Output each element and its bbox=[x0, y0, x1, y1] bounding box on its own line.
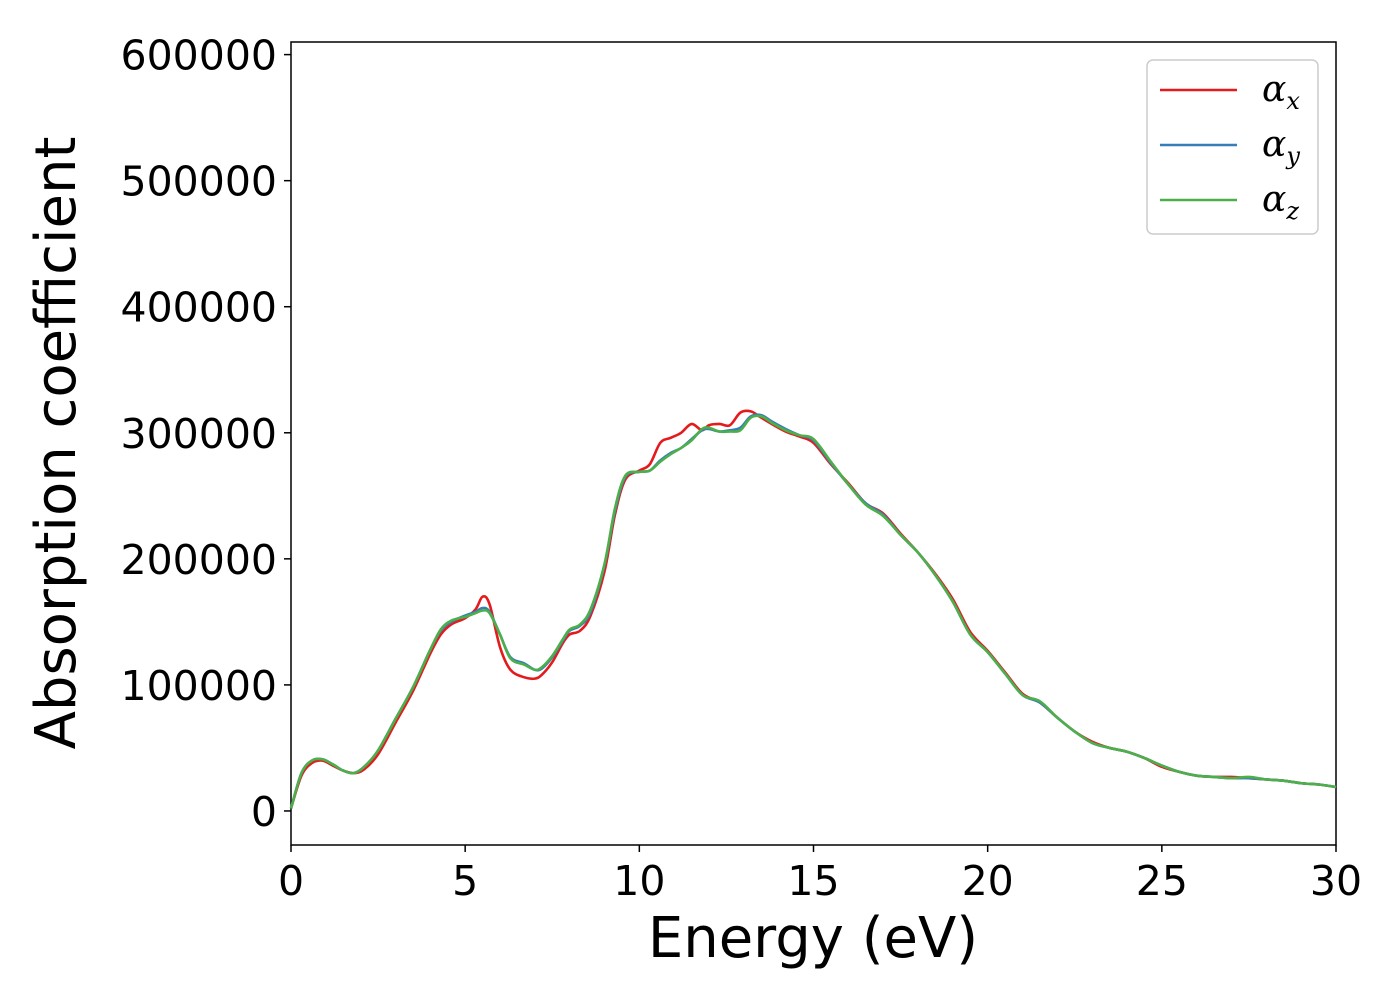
legend-label-alpha-y: αy bbox=[1262, 124, 1300, 170]
y-tick-label: 200000 bbox=[120, 536, 277, 584]
series-line-alpha-z bbox=[289, 414, 1337, 809]
x-tick-label: 0 bbox=[278, 857, 304, 905]
y-tick-label: 600000 bbox=[120, 32, 277, 80]
x-axis-ticks: 0 5 10 15 20 25 30 bbox=[278, 845, 1362, 905]
series-layer bbox=[289, 409, 1337, 809]
y-axis-ticks: 0 100000 200000 300000 400000 500000 600000 bbox=[120, 32, 291, 836]
y-tick-label: 500000 bbox=[120, 158, 277, 206]
y-axis-label: Absorption coefficient bbox=[24, 137, 89, 750]
x-tick-label: 10 bbox=[613, 857, 665, 905]
y-tick-label: 0 bbox=[251, 788, 277, 836]
y-tick-label: 400000 bbox=[120, 284, 277, 332]
legend-label-alpha-x: αx bbox=[1262, 69, 1300, 115]
legend-label-alpha-z: αz bbox=[1262, 179, 1299, 225]
legend-box bbox=[1146, 59, 1319, 235]
x-tick-label: 15 bbox=[787, 857, 839, 905]
x-tick-label: 25 bbox=[1136, 857, 1188, 905]
x-axis-label: Energy (eV) bbox=[648, 906, 978, 971]
x-tick-label: 20 bbox=[962, 857, 1014, 905]
y-tick-label: 100000 bbox=[120, 662, 277, 710]
y-tick-label: 300000 bbox=[120, 410, 277, 458]
legend-items: αx αy αz bbox=[1160, 69, 1300, 225]
legend: αx αy αz bbox=[1146, 59, 1319, 235]
x-tick-label: 30 bbox=[1310, 857, 1362, 905]
x-tick-label: 5 bbox=[452, 857, 478, 905]
